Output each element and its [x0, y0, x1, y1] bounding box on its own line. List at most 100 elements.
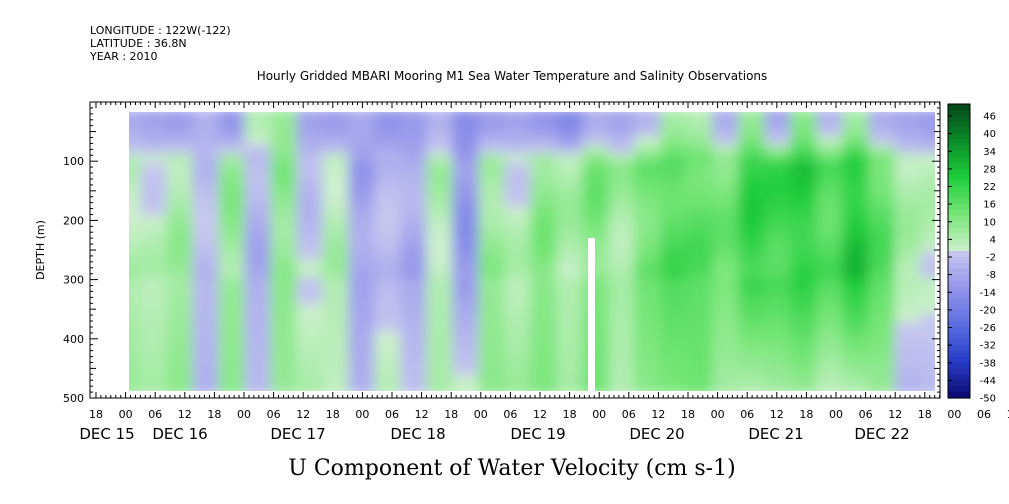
heat-cell: [478, 242, 508, 254]
heat-cell: [842, 206, 872, 218]
heat-cell: [426, 153, 456, 165]
heat-cell: [129, 277, 144, 289]
heat-cell: [582, 268, 612, 280]
heat-cell: [868, 126, 898, 138]
heat-cell: [322, 224, 352, 236]
heat-cell: [686, 295, 716, 307]
heat-cell: [374, 384, 404, 391]
heat-cell: [582, 251, 612, 263]
heat-cell: [218, 268, 248, 280]
heat-cell: [608, 277, 638, 289]
heat-cell: [322, 112, 352, 120]
heat-cell: [322, 206, 352, 218]
heat-cell: [296, 340, 326, 351]
heat-cell: [660, 340, 690, 351]
colorbar-swatch: [948, 286, 970, 293]
heat-cell: [504, 242, 534, 254]
heat-cell: [400, 171, 430, 183]
heat-cell: [452, 162, 482, 174]
heat-cell: [270, 197, 300, 209]
heat-cell: [868, 233, 898, 245]
heat-cell: [790, 135, 820, 147]
heat-cell: [504, 304, 534, 316]
heat-cell: [712, 118, 742, 129]
heat-cell: [400, 197, 430, 209]
heat-cell: [764, 268, 794, 280]
heat-cell: [894, 144, 924, 156]
heat-cell: [530, 112, 560, 120]
y-axis-ticks: 100 200 300 400 500: [63, 101, 940, 405]
heat-cell: [712, 215, 742, 227]
heat-cell: [129, 251, 144, 263]
heat-cell: [374, 112, 404, 120]
heat-cell: [400, 118, 430, 129]
colorbar-label: -26: [980, 323, 996, 334]
heat-cell: [530, 215, 560, 227]
heat-cell: [608, 340, 638, 351]
heat-cell: [270, 180, 300, 191]
heat-cell: [426, 277, 456, 289]
heat-cell: [296, 144, 326, 156]
heat-cell: [868, 331, 898, 342]
heat-cell: [374, 277, 404, 289]
heat-cell: [504, 251, 534, 263]
heat-cell: [660, 286, 690, 298]
x-hour-label: 18: [444, 408, 458, 421]
heat-cell: [270, 153, 300, 165]
heat-cell: [400, 233, 430, 245]
heat-cell: [608, 260, 638, 271]
heat-cell: [504, 322, 534, 334]
colorbar-swatch: [948, 204, 970, 211]
heat-cell: [530, 153, 560, 165]
colorbar-swatch: [948, 380, 970, 387]
heat-cell: [244, 348, 274, 360]
heat-cell: [296, 224, 326, 236]
heat-cell: [218, 322, 248, 334]
heat-cell: [426, 197, 456, 209]
heat-cell: [582, 162, 612, 174]
heat-cell: [192, 260, 222, 271]
colorbar-label: 34: [983, 147, 996, 158]
colorbar-swatch: [948, 162, 970, 170]
heat-cell: [348, 366, 378, 378]
heat-cell: [400, 260, 430, 271]
x-date-label: DEC 20: [629, 425, 684, 443]
heat-cell: [530, 126, 560, 138]
heat-cell: [322, 162, 352, 174]
heat-cell: [504, 118, 534, 129]
heat-cell: [530, 180, 560, 191]
heat-cell: [686, 384, 716, 391]
heat-cell: [712, 189, 742, 200]
heat-cell: [322, 366, 352, 378]
heat-cell: [816, 112, 846, 120]
y-axis-title: DEPTH (m): [34, 220, 47, 280]
heat-cell: [530, 340, 560, 351]
colorbar-label: 4: [990, 235, 996, 246]
heat-cell: [400, 348, 430, 360]
heat-cell: [244, 268, 274, 280]
x-date-label: DEC 21: [748, 425, 803, 443]
heat-cell: [452, 144, 482, 156]
heat-cell: [400, 242, 430, 254]
heat-cell: [192, 295, 222, 307]
heat-cell: [166, 189, 196, 200]
heat-cell: [218, 126, 248, 138]
heat-cell: [400, 215, 430, 227]
heat-cell: [129, 171, 144, 183]
heat-cell: [426, 224, 456, 236]
heat-cell: [296, 295, 326, 307]
heat-cell: [270, 295, 300, 307]
heat-cell: [166, 126, 196, 138]
heat-cell: [426, 384, 456, 391]
heat-cell: [582, 206, 612, 218]
heat-cell: [400, 340, 430, 351]
heat-cell: [790, 384, 820, 391]
heat-cell: [426, 135, 456, 147]
heat-cell: [608, 286, 638, 298]
heat-cell: [218, 153, 248, 165]
heat-cell: [582, 112, 612, 120]
heat-cell: [452, 304, 482, 316]
heat-cell: [400, 112, 430, 120]
heat-cell: [556, 357, 586, 369]
heat-cell: [452, 224, 482, 236]
